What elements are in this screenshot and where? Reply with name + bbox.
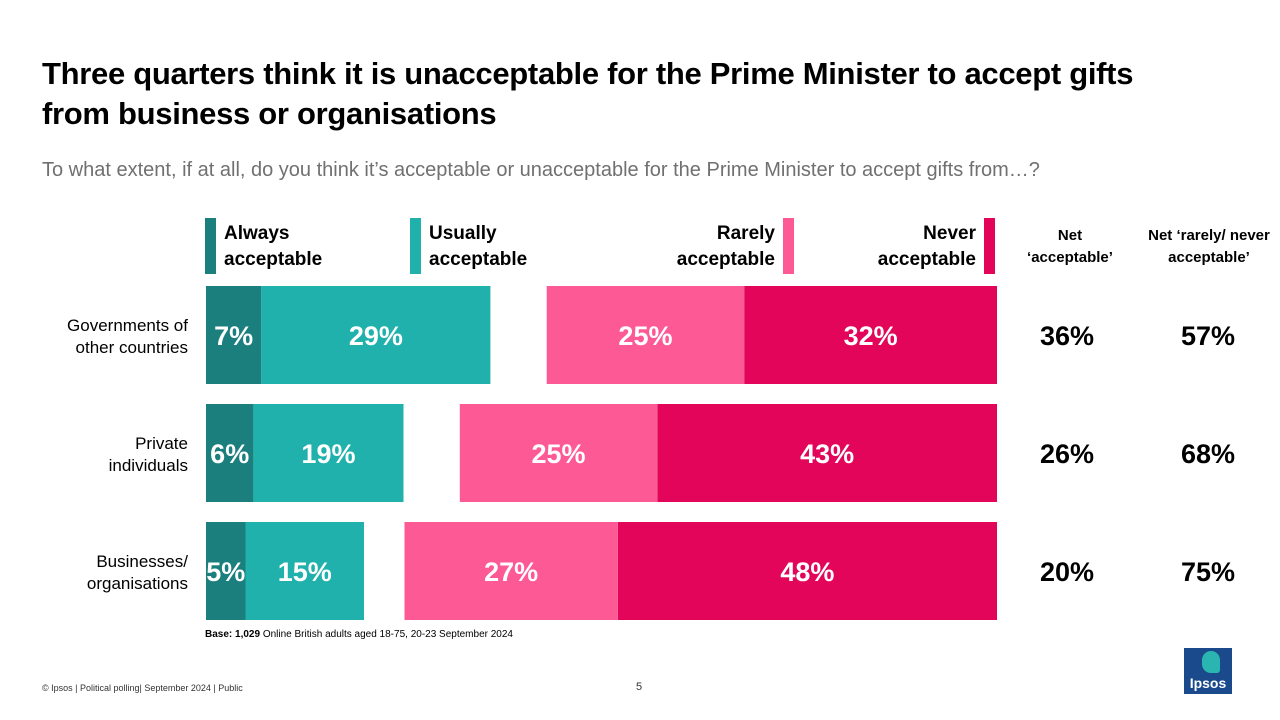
bar-rarely: [459, 404, 658, 502]
legend-label-always: Always acceptable: [224, 223, 323, 270]
legend-never: Never acceptable: [840, 218, 995, 274]
net-acceptable-value: 36%: [1040, 321, 1094, 351]
bar-never: [657, 404, 997, 502]
net-acceptable-value: 26%: [1040, 439, 1094, 469]
net-unacceptable-value: 75%: [1181, 557, 1235, 587]
net-unacceptable-value: 57%: [1181, 321, 1235, 351]
legend-swatch-usually: [410, 218, 421, 274]
ipsos-logo: Ipsos: [1184, 648, 1232, 694]
bar-label-always: 6%: [210, 439, 249, 469]
footer-text: © Ipsos | Political polling| September 2…: [42, 683, 243, 693]
logo-text: Ipsos: [1189, 675, 1227, 691]
bar-rarely: [546, 286, 745, 384]
legend-rarely: Rarely acceptable: [640, 218, 794, 274]
page-title: Three quarters think it is unacceptable …: [42, 56, 1134, 131]
net-unacceptable-value: 68%: [1181, 439, 1235, 469]
bar-never: [744, 286, 997, 384]
row-label: Businesses/organisations: [87, 552, 188, 593]
bar-usually: [253, 404, 404, 502]
net-acceptable-value: 20%: [1040, 557, 1094, 587]
net-unacceptable-header: Net ‘rarely/ never acceptable’: [1148, 227, 1270, 266]
bar-label-usually: 15%: [278, 557, 332, 587]
bar-label-never: 43%: [800, 439, 854, 469]
chart-subtitle: To what extent, if at all, do you think …: [42, 159, 1040, 181]
bar-always: [206, 404, 254, 502]
bar-always: [206, 286, 262, 384]
legend-label-rarely: Rarely acceptable: [676, 223, 775, 270]
legend-label-never: Never acceptable: [877, 223, 976, 270]
bar-rarely: [404, 522, 618, 620]
bar-always: [206, 522, 246, 620]
row-label: Private individuals: [109, 434, 188, 475]
bar-label-rarely: 25%: [618, 321, 672, 351]
legend-swatch-never: [984, 218, 995, 274]
row-label: Governments of other countries: [67, 316, 188, 357]
base-note: Base: 1,029 Online British adults aged 1…: [205, 629, 513, 640]
bar-label-never: 48%: [780, 557, 834, 587]
bar-usually: [261, 286, 491, 384]
bar-label-usually: 29%: [349, 321, 403, 351]
page-number: 5: [636, 681, 643, 693]
bar-label-never: 32%: [844, 321, 898, 351]
bar-label-rarely: 25%: [532, 439, 586, 469]
legend-label-usually: Usually acceptable: [429, 223, 528, 270]
bar-label-usually: 19%: [301, 439, 355, 469]
legend-swatch-always: [205, 218, 216, 274]
bar-never: [617, 522, 997, 620]
bar-usually: [245, 522, 364, 620]
bar-label-always: 7%: [214, 321, 253, 351]
legend-swatch-rarely: [783, 218, 794, 274]
net-acceptable-header: Net ‘acceptable’: [1027, 227, 1113, 266]
bar-label-always: 5%: [206, 557, 245, 587]
bar-label-rarely: 27%: [484, 557, 538, 587]
logo-mark-icon: [1202, 651, 1220, 673]
